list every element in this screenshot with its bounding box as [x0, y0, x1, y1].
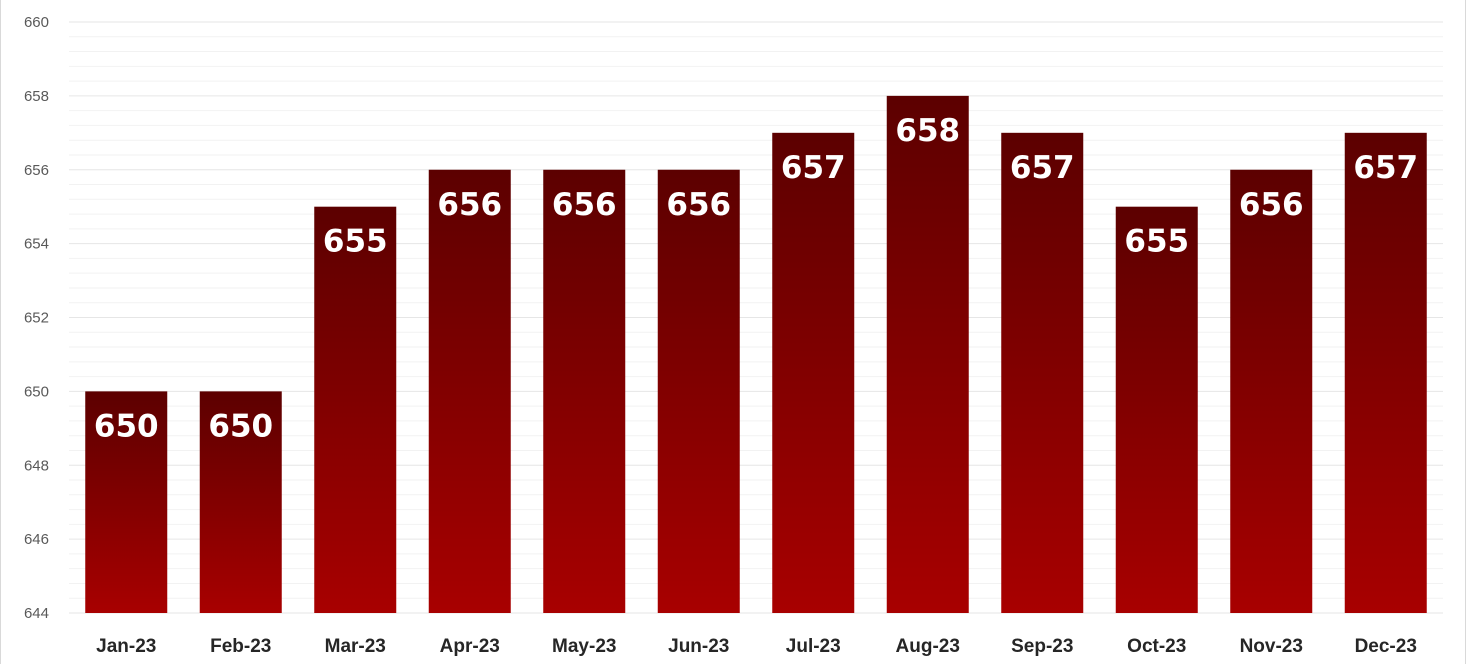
y-tick-label: 648 [24, 457, 49, 474]
y-tick-label: 646 [24, 531, 49, 548]
bar-mar-23 [314, 206, 397, 613]
bar-aug-23 [886, 95, 969, 613]
x-tick-label-feb-23: Feb-23 [210, 636, 271, 657]
y-tick-label: 650 [24, 383, 49, 400]
x-tick-label-nov-23: Nov-23 [1240, 636, 1303, 657]
x-tick-label-sep-23: Sep-23 [1011, 636, 1073, 657]
y-tick-label: 660 [24, 14, 49, 31]
y-tick-label: 652 [24, 310, 49, 327]
data-label-mar-23: 655 [323, 224, 388, 260]
data-label-dec-23: 657 [1353, 150, 1418, 186]
bar-feb-23 [199, 391, 282, 613]
x-tick-label-jun-23: Jun-23 [668, 636, 729, 657]
y-axis: 644 646 648 650 652 654 656 658 660 [24, 14, 49, 622]
x-tick-label-mar-23: Mar-23 [325, 636, 386, 657]
x-tick-label-aug-23: Aug-23 [896, 636, 960, 657]
data-label-jan-23: 650 [94, 408, 159, 444]
bar-jun-23 [657, 169, 740, 613]
data-label-feb-23: 650 [208, 408, 273, 444]
bar-jan-23 [85, 391, 168, 613]
bar-nov-23 [1230, 169, 1313, 613]
data-label-jul-23: 657 [781, 150, 846, 186]
x-tick-label-may-23: May-23 [552, 636, 616, 657]
x-tick-label-jul-23: Jul-23 [786, 636, 841, 657]
bar-jul-23 [772, 132, 855, 613]
data-label-apr-23: 656 [437, 187, 502, 223]
x-tick-label-apr-23: Apr-23 [440, 636, 500, 657]
bar-sep-23 [1001, 132, 1084, 613]
bar-dec-23 [1344, 132, 1427, 613]
data-label-may-23: 656 [552, 187, 617, 223]
x-axis: Jan-23 Feb-23 Mar-23 Apr-23 May-23 Jun-23 Jul-… [96, 636, 1417, 657]
bar-apr-23 [428, 169, 511, 613]
x-tick-label-oct-23: Oct-23 [1127, 636, 1186, 657]
data-label-sep-23: 657 [1010, 150, 1075, 186]
y-tick-label: 658 [24, 88, 49, 105]
bar-oct-23 [1115, 206, 1198, 613]
bars [85, 95, 1427, 613]
y-tick-label: 644 [24, 605, 49, 622]
data-label-jun-23: 656 [666, 187, 731, 223]
bar-may-23 [543, 169, 626, 613]
x-tick-label-jan-23: Jan-23 [96, 636, 156, 657]
y-tick-label: 656 [24, 162, 49, 179]
data-labels: 650 650 655 656 656 656 657 658 657 655 656 657 [94, 113, 1418, 445]
data-label-aug-23: 658 [895, 113, 960, 149]
data-label-nov-23: 656 [1239, 187, 1304, 223]
grid-lines [69, 21, 1443, 614]
x-tick-label-dec-23: Dec-23 [1355, 636, 1417, 657]
y-tick-label: 654 [24, 236, 49, 253]
data-label-oct-23: 655 [1124, 224, 1189, 260]
